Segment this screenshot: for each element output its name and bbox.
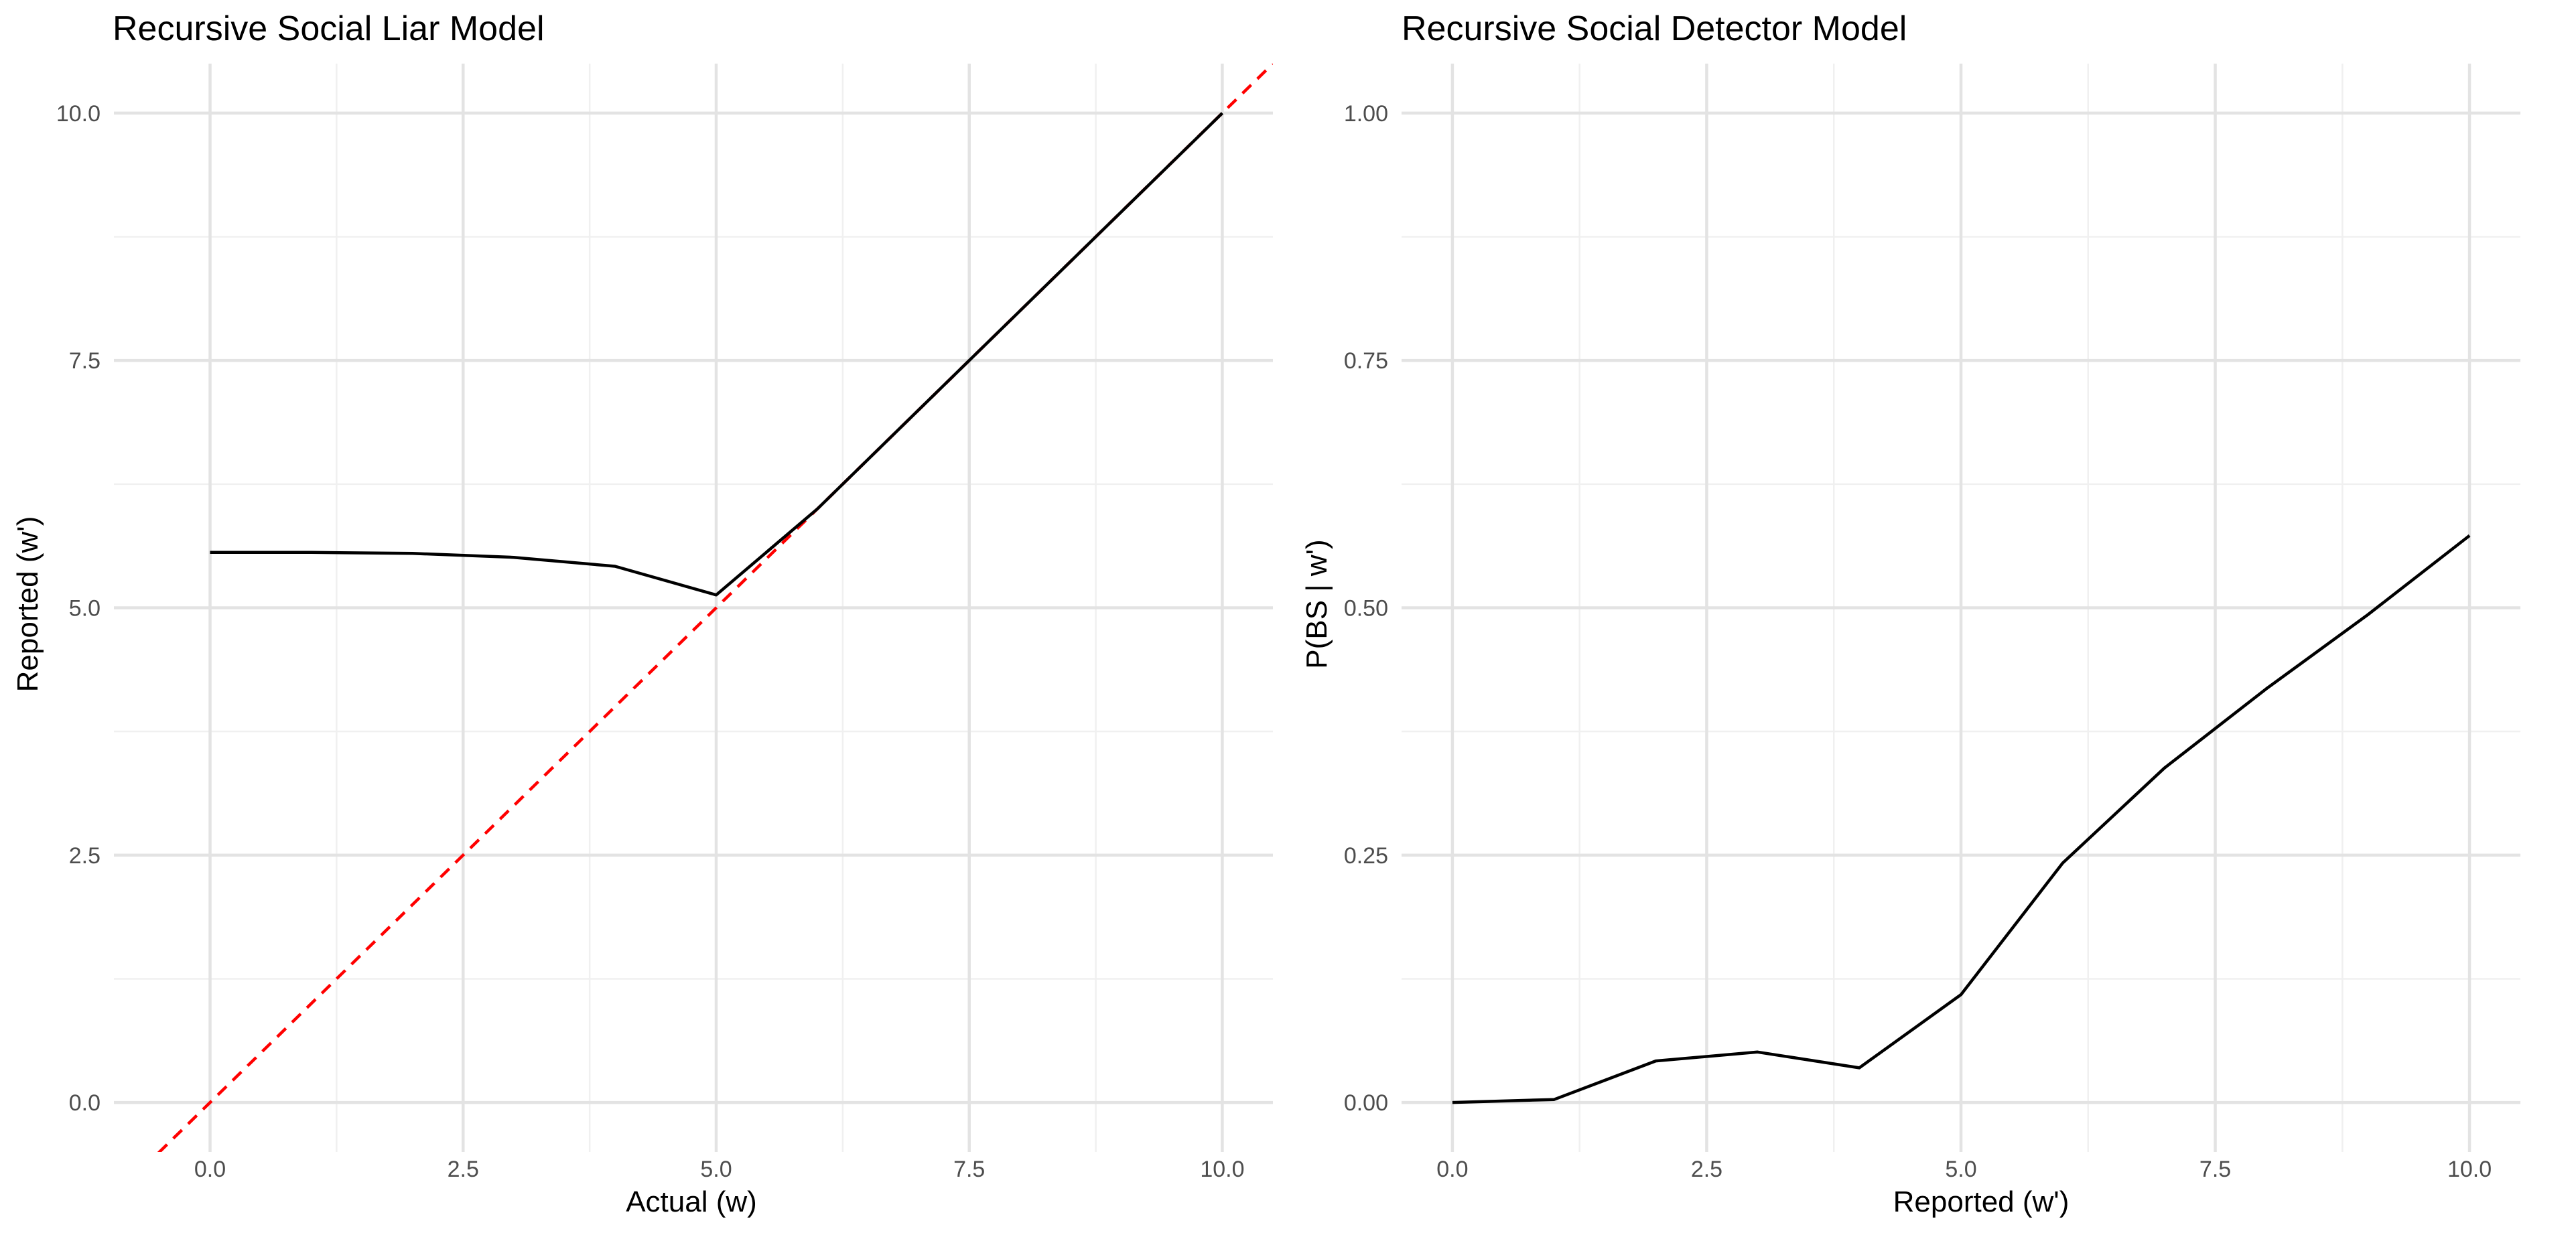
y-tick-label: 7.5 (69, 348, 100, 374)
x-tick-label: 2.5 (1691, 1157, 1722, 1182)
liar-model-panel: Recursive Social Liar Model 0.0 2.5 5.0 7.5… (11, 9, 1273, 1218)
x-tick-label: 2.5 (448, 1157, 479, 1182)
series-lines (210, 112, 1224, 597)
x-tick-label: 7.5 (953, 1157, 985, 1182)
y-axis-title: Reported (w') (11, 516, 44, 693)
series-line (1452, 534, 2471, 1104)
y-tick-label: 0.50 (1344, 596, 1388, 622)
plot-area (114, 64, 1273, 1152)
x-tick-label: 10.0 (2447, 1157, 2492, 1182)
y-tick-label: 0.0 (69, 1090, 100, 1116)
y-tick-label: 10.0 (56, 101, 100, 127)
y-tick-label: 0.75 (1344, 348, 1388, 374)
x-tick-label: 10.0 (1200, 1157, 1244, 1182)
detector-model-panel: Recursive Social Detector Model 0.0 2.5 5.… (1300, 9, 2520, 1218)
y-tick-label: 1.00 (1344, 101, 1388, 127)
tick-labels: 0.0 2.5 5.0 7.5 10.0 0.00 0.25 0.50 0.75 1.00 (1344, 101, 2492, 1182)
plot-area (1402, 64, 2520, 1152)
chart-title: Recursive Social Liar Model (113, 9, 545, 48)
y-tick-label: 0.25 (1344, 843, 1388, 869)
y-tick-label: 5.0 (69, 596, 100, 622)
x-tick-label: 0.0 (194, 1157, 226, 1182)
x-axis-title: Reported (w') (1893, 1185, 2070, 1218)
x-axis-title: Actual (w) (626, 1185, 757, 1218)
y-axis-title: P(BS | w') (1300, 539, 1333, 668)
series-lines (1452, 534, 2471, 1104)
y-tick-label: 0.00 (1344, 1090, 1388, 1116)
tick-labels: 0.0 2.5 5.0 7.5 10.0 0.0 2.5 5.0 7.5 10.0 (56, 101, 1245, 1182)
y-tick-label: 2.5 (69, 843, 100, 869)
x-tick-label: 5.0 (1945, 1157, 1976, 1182)
chart-title: Recursive Social Detector Model (1402, 9, 1907, 48)
gridlines (1402, 64, 2520, 1152)
x-tick-label: 0.0 (1436, 1157, 1468, 1182)
x-tick-label: 5.0 (700, 1157, 732, 1182)
series-line (210, 112, 1224, 597)
x-tick-label: 7.5 (2199, 1157, 2231, 1182)
